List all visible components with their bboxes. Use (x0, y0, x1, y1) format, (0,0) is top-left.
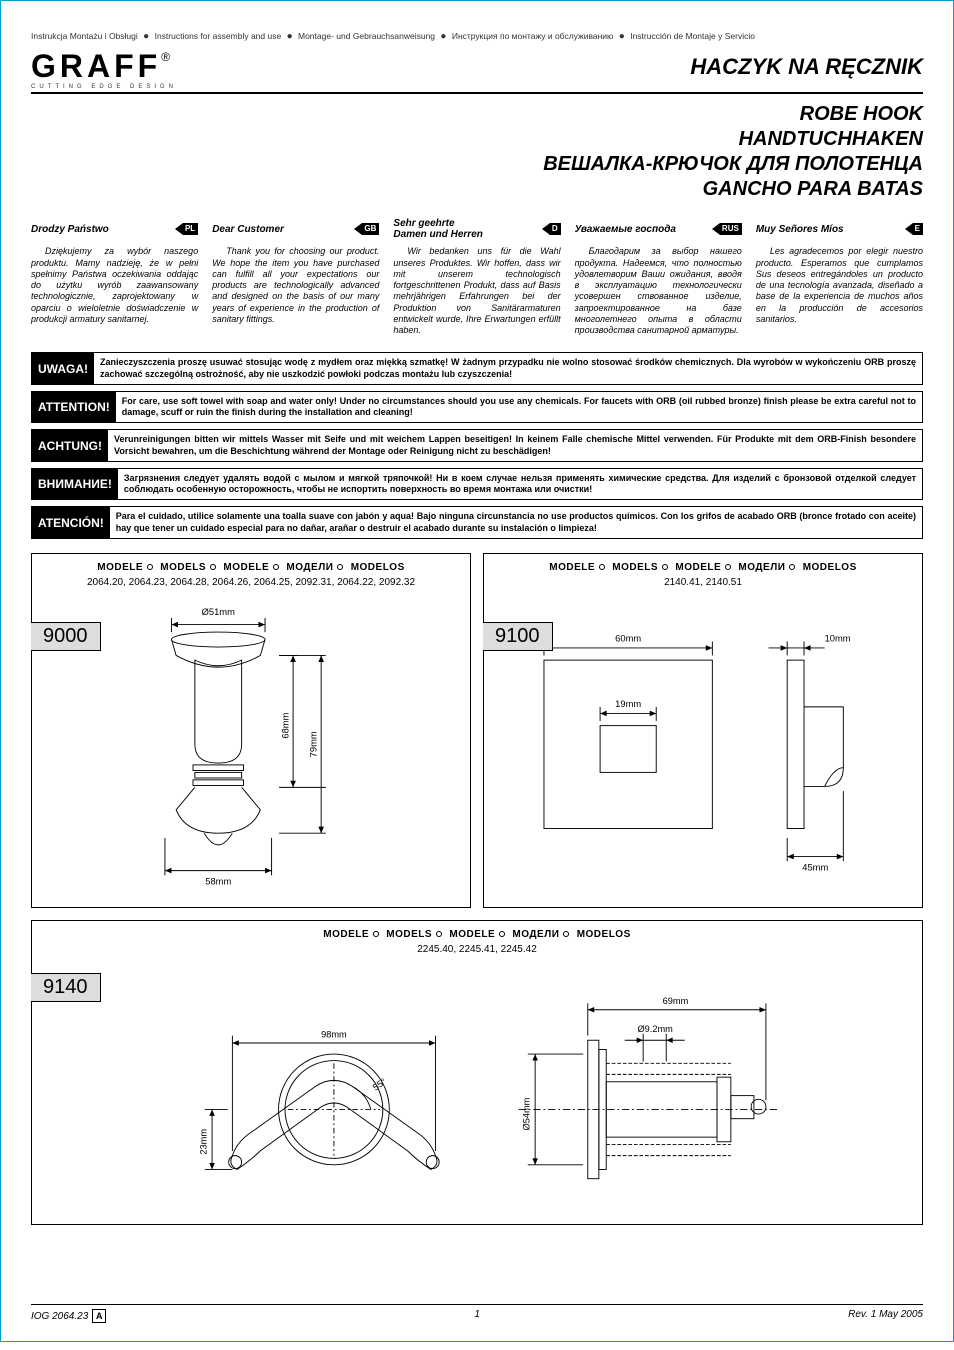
greeting-pl: Drodzy Państwo PL Dziękujemy za wybór na… (31, 216, 198, 336)
top-instructions-line: Instrukcja Montażu i Obsługi ● Instructi… (31, 31, 923, 42)
doc-code: IOG 2064.23 (31, 1311, 88, 1322)
diagram-9140: 98mm 23mm 55° (32, 963, 922, 1224)
footer-rev-box: A (92, 1309, 106, 1323)
models-list-9140: 2245.40, 2245.41, 2245.42 (32, 942, 922, 963)
panel-9000: MODELE MODELS MODELE МОДЕЛИ MODELOS 2064… (31, 553, 471, 908)
flag-pl-icon: PL (175, 223, 198, 235)
greeting-head: Уважаемые господа (575, 224, 676, 235)
page: Instrukcja Montażu i Obsługi ● Instructi… (1, 1, 953, 1341)
warning-label: ATTENTION! (32, 392, 116, 423)
dim-top-w: 69mm (663, 996, 689, 1006)
separator-dot: ● (143, 31, 149, 42)
title-ru: ВЕШАЛКА-КРЮЧОК ДЛЯ ПОЛОТЕНЦА (31, 152, 923, 177)
dim-bottom-w: 58mm (205, 876, 231, 886)
warning-en: ATTENTION! For care, use soft towel with… (31, 391, 923, 424)
models-list-9000: 2064.20, 2064.23, 2064.28, 2064.26, 2064… (32, 575, 470, 596)
diagrams-row-1: MODELE MODELS MODELE МОДЕЛИ MODELOS 2064… (31, 553, 923, 908)
warning-pl: UWAGA! Zanieczyszczenia proszę usuwać st… (31, 352, 923, 385)
code-badge-9140: 9140 (31, 973, 101, 1002)
separator-dot: ● (619, 31, 625, 42)
greeting-de: Sehr geehrte Damen und Herren D Wir beda… (393, 216, 560, 336)
dim-h2: 79mm (308, 731, 318, 757)
top-de: Montage- und Gebrauchsanweisung (298, 31, 435, 41)
page-number: 1 (474, 1309, 480, 1323)
models-header: MODELE MODELS MODELE МОДЕЛИ MODELOS (484, 554, 922, 575)
top-ru: Инструкция по монтажу и обслуживанию (452, 31, 614, 41)
code-badge-9000: 9000 (31, 622, 101, 651)
dim-side-w: 10mm (825, 633, 851, 643)
dim-top-dia: Ø51mm (202, 607, 235, 617)
greeting-head: Sehr geehrte Damen und Herren (393, 218, 482, 240)
footer-right: Rev. 1 May 2005 (848, 1309, 923, 1323)
dim-side-h: 45mm (802, 862, 828, 872)
dim-hole-w: 19mm (615, 699, 641, 709)
dim-h1: 68mm (280, 712, 290, 738)
greeting-body: Благодарим за выбор нашего продукта. Над… (575, 246, 742, 336)
models-list-9100: 2140.41, 2140.51 (484, 575, 922, 596)
dim-hole-dia: Ø9.2mm (637, 1024, 673, 1034)
flag-d-icon: D (542, 223, 561, 235)
warning-text: Verunreinigungen bitten wir mittels Wass… (108, 430, 922, 461)
warning-ru: ВНИМАНИЕ! Загрязнения следует удалять во… (31, 468, 923, 501)
greeting-es: Muy Señores Míos E Les agradecemos por e… (756, 216, 923, 336)
panel-9100: MODELE MODELS MODELE МОДЕЛИ MODELOS 2140… (483, 553, 923, 908)
warning-text: Para el cuidado, utilice solamente una t… (110, 507, 922, 538)
dim-front-w: 60mm (615, 633, 641, 643)
warning-text: Загрязнения следует удалять водой с мыло… (118, 469, 922, 500)
dim-width: 98mm (321, 1029, 347, 1039)
greeting-ru: Уважаемые господа RUS Благодарим за выбо… (575, 216, 742, 336)
flag-rus-icon: RUS (712, 223, 742, 235)
greeting-body: Wir bedanken uns für die Wahl unseres Pr… (393, 246, 560, 336)
top-en: Instructions for assembly and use (155, 31, 282, 41)
panel-9140: MODELE MODELS MODELE МОДЕЛИ MODELOS 2245… (31, 920, 923, 1225)
greetings-row: Drodzy Państwo PL Dziękujemy za wybór na… (31, 216, 923, 336)
dim-ring-dia: Ø54mm (522, 1097, 532, 1130)
title-es: GANCHO PARA BATAS (31, 177, 923, 202)
code-badge-9100: 9100 (483, 622, 553, 651)
brand-logo: GRAFF® CUTTING EDGE DESIGN (31, 50, 177, 90)
footer-left: IOG 2064.23 A (31, 1309, 106, 1323)
greeting-gb: Dear Customer GB Thank you for choosing … (212, 216, 379, 336)
warning-label: ВНИМАНИЕ! (32, 469, 118, 500)
registered-icon: ® (161, 50, 170, 64)
warning-de: ACHTUNG! Verunreinigungen bitten wir mit… (31, 429, 923, 462)
warning-label: ACHTUNG! (32, 430, 108, 461)
models-header: MODELE MODELS MODELE МОДЕЛИ MODELOS (32, 554, 470, 575)
top-pl: Instrukcja Montażu i Obsługi (31, 31, 138, 41)
greeting-head: Drodzy Państwo (31, 224, 109, 235)
title-pl: HACZYK NA RĘCZNIK (690, 50, 923, 78)
flag-e-icon: E (905, 223, 923, 235)
product-titles: ROBE HOOK HANDTUCHHAKEN ВЕШАЛКА-КРЮЧОК Д… (31, 102, 923, 202)
separator-dot: ● (440, 31, 446, 42)
warnings-block: UWAGA! Zanieczyszczenia proszę usuwać st… (31, 352, 923, 539)
title-en: ROBE HOOK (31, 102, 923, 127)
greeting-body: Les agradecemos por elegir nuestro produ… (756, 246, 923, 325)
greeting-head: Dear Customer (212, 224, 284, 235)
greeting-head: Muy Señores Míos (756, 224, 844, 235)
warning-text: Zanieczyszczenia proszę usuwać stosując … (94, 353, 922, 384)
separator-dot: ● (287, 31, 293, 42)
warning-label: ATENCIÓN! (32, 507, 110, 538)
greeting-body: Dziękujemy za wybór naszego produktu. Ma… (31, 246, 198, 325)
page-footer: IOG 2064.23 A 1 Rev. 1 May 2005 (31, 1304, 923, 1323)
header-row: GRAFF® CUTTING EDGE DESIGN HACZYK NA RĘC… (31, 50, 923, 94)
brand-name: GRAFF (31, 48, 161, 84)
greeting-body: Thank you for choosing our product. We h… (212, 246, 379, 325)
flag-gb-icon: GB (354, 223, 379, 235)
warning-label: UWAGA! (32, 353, 94, 384)
dim-height: 23mm (199, 1128, 209, 1154)
top-es: Instrucción de Montaje y Servicio (630, 31, 755, 41)
title-de: HANDTUCHHAKEN (31, 127, 923, 152)
warning-text: For care, use soft towel with soap and w… (116, 392, 922, 423)
brand-tagline: CUTTING EDGE DESIGN (31, 84, 177, 90)
models-header: MODELE MODELS MODELE МОДЕЛИ MODELOS (32, 921, 922, 942)
warning-es: ATENCIÓN! Para el cuidado, utilice solam… (31, 506, 923, 539)
